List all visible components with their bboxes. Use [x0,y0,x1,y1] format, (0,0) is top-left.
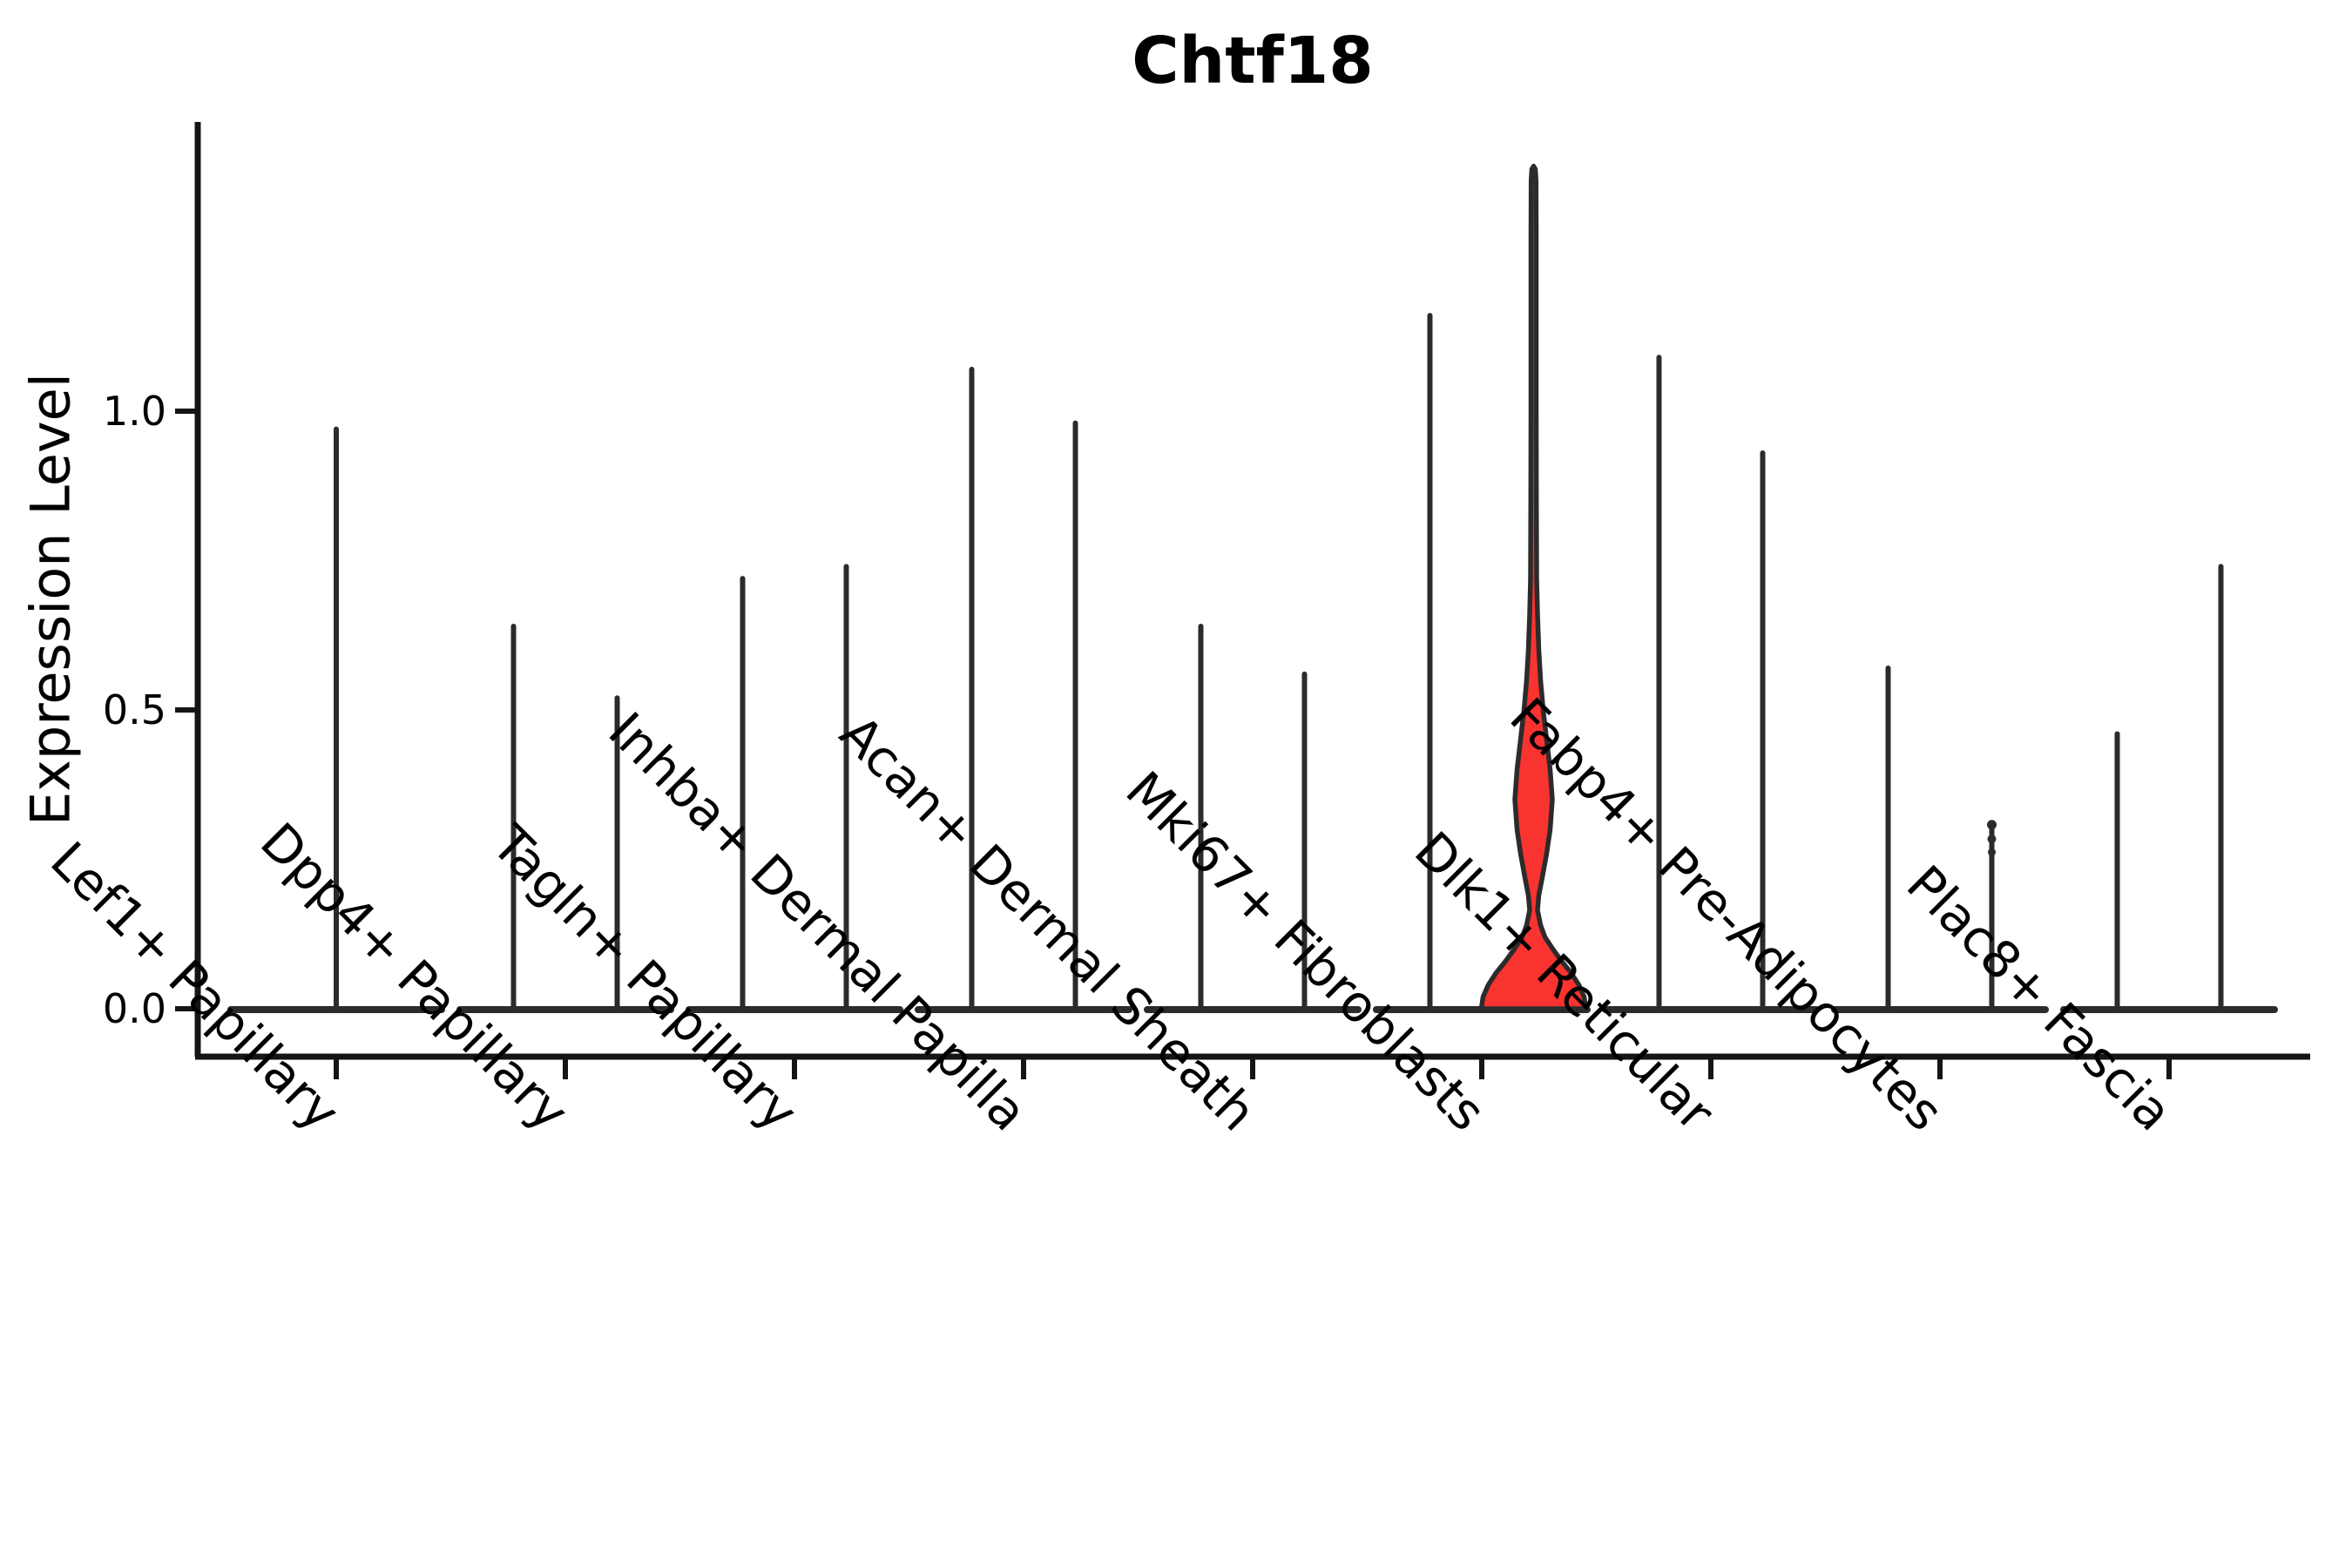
highlight-violin [1478,163,1589,1011]
outlier-bead [1988,848,1996,856]
y-axis-label: Expression Level [18,373,83,826]
plot-title: Chtf18 [1132,24,1374,98]
outlier-bead [1987,820,1997,830]
y-tick-label: 0.0 [102,985,166,1032]
outlier-bead [1987,835,1997,844]
y-tick-label: 1.0 [102,388,166,435]
y-tick-label: 0.5 [102,686,166,733]
